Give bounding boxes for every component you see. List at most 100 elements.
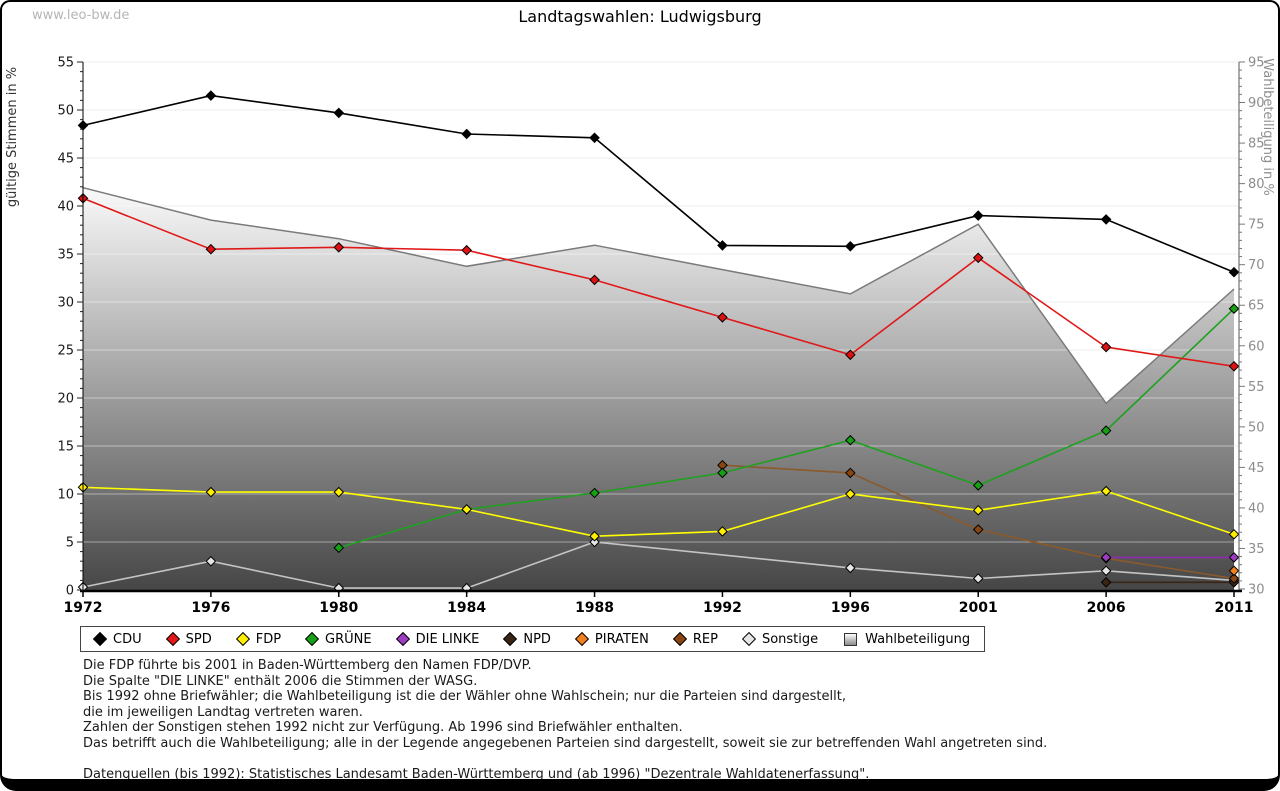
party-legend-marker (165, 631, 180, 647)
marker-Sonstige-1976 (205, 555, 217, 567)
marker-FDP-1988 (589, 530, 600, 542)
marker-DIE LINKE-2011 (1228, 552, 1240, 563)
marker-SPD-1984 (461, 244, 472, 256)
turnout-area (83, 187, 1234, 590)
x-tick-1972: 1972 (64, 600, 103, 616)
legend-label: Wahlbeteiligung (865, 631, 971, 647)
x-tick-1992: 1992 (703, 600, 742, 616)
svg-text:5: 5 (66, 536, 74, 551)
x-tick-1976: 1976 (191, 600, 230, 616)
x-tick-1984: 1984 (447, 600, 486, 616)
marker-REP-1996 (845, 467, 856, 479)
svg-text:55: 55 (57, 56, 74, 71)
svg-text:45: 45 (1248, 461, 1265, 476)
marker-GRÜNE-1988 (589, 487, 600, 499)
svg-text:10: 10 (57, 488, 74, 503)
marker-SPD-2006 (1100, 341, 1112, 353)
series-DIE LINKE (1100, 552, 1240, 563)
marker-CDU-1984 (461, 128, 472, 140)
legend-item-fdp: FDP (235, 632, 281, 647)
x-tick-2001: 2001 (959, 600, 998, 616)
legend-item-spd: SPD (165, 631, 212, 647)
marker-CDU-2011 (1228, 266, 1240, 278)
chart-legend: CDU SPD FDP GRÜNE DIE LINKE NPD PIRATEN REP Sons… (80, 626, 986, 652)
legend-item-npd: NPD (503, 631, 551, 647)
legend-label: SPD (185, 631, 212, 647)
party-legend-marker (741, 631, 757, 647)
x-tick-1988: 1988 (575, 600, 614, 616)
svg-text:50: 50 (1248, 420, 1265, 435)
y-axis-left-label: gültige Stimmen in % (5, 67, 20, 207)
marker-FDP-1992 (717, 526, 728, 537)
marker-FDP-1984 (461, 504, 472, 515)
svg-text:85: 85 (1248, 137, 1265, 152)
svg-text:35: 35 (57, 248, 74, 263)
legend-item-rep: REP (672, 631, 718, 647)
footnote-line: die im jeweiligen Landtag vertreten ware… (83, 704, 363, 720)
party-legend-marker (395, 631, 410, 647)
y-axis-right-label: Wahlbeteiligung in % (1260, 58, 1275, 195)
axes: 0 5 10 15 20 25 30 35 40 45 50 55 30 35 40 45 50 55 60 65 70… (5, 56, 1275, 617)
legend-item-piraten: PIRATEN (574, 631, 649, 647)
marker-FDP-2001 (972, 504, 984, 516)
svg-text:75: 75 (1248, 218, 1265, 233)
svg-text:60: 60 (1248, 339, 1265, 354)
svg-text:30: 30 (57, 296, 74, 311)
marker-GRÜNE-1992 (717, 467, 728, 479)
marker-SPD-2011 (1228, 360, 1240, 372)
marker-FDP-1996 (845, 488, 856, 500)
marker-Sonstige-2006 (1100, 565, 1112, 577)
marker-Sonstige-2001 (972, 573, 984, 584)
marker-SPD-1996 (845, 349, 856, 361)
svg-text:70: 70 (1248, 258, 1265, 273)
marker-CDU-2001 (972, 210, 984, 221)
legend-item-cdu: CDU (92, 631, 142, 647)
chart-footnotes: Die FDP führte bis 2001 in Baden-Württem… (83, 658, 1048, 782)
legend-label: DIE LINKE (415, 631, 480, 647)
svg-text:15: 15 (57, 440, 74, 455)
legend-item-die-linke: DIE LINKE (395, 631, 480, 647)
x-tick-1980: 1980 (319, 600, 358, 616)
legend-label: GRÜNE (325, 631, 372, 647)
legend-label: REP (692, 631, 718, 647)
party-legend-marker (92, 631, 108, 647)
svg-text:40: 40 (57, 200, 74, 215)
marker-GRÜNE-2001 (972, 480, 984, 491)
svg-text:40: 40 (1248, 501, 1265, 516)
marker-GRÜNE-1996 (845, 434, 856, 446)
legend-label: Sonstige (761, 631, 819, 647)
marker-SPD-1992 (717, 312, 728, 323)
legend-label: PIRATEN (594, 631, 649, 647)
footnote-line: Die FDP führte bis 2001 in Baden-Württem… (83, 658, 532, 673)
watermark: www.leo-bw.de (32, 8, 130, 23)
footnote-line: Das betrifft auch die Wahlbeteiligung; a… (83, 735, 1048, 751)
footnote-line: Die Spalte "DIE LINKE" enthält 2006 die … (83, 673, 478, 689)
marker-SPD-1976 (205, 243, 217, 255)
svg-text:65: 65 (1248, 299, 1265, 314)
marker-CDU-1976 (205, 90, 217, 101)
marker-REP-2011 (1228, 573, 1240, 584)
svg-text:45: 45 (57, 152, 74, 167)
party-legend-marker (503, 631, 518, 647)
marker-CDU-1996 (845, 240, 856, 252)
marker-SPD-1980 (333, 241, 345, 253)
series-PIRATEN (1228, 565, 1240, 577)
party-legend-marker (672, 631, 687, 647)
marker-PIRATEN-2011 (1228, 565, 1240, 577)
legend-item-wahlbeteiligung: Wahlbeteiligung (844, 632, 970, 647)
series-NPD (1100, 576, 1240, 588)
marker-SPD-1988 (589, 274, 600, 286)
footnote-line: Datenquellen (bis 1992): Statistisches L… (83, 766, 870, 782)
svg-text:30: 30 (1248, 583, 1265, 598)
marker-FDP-2011 (1228, 528, 1240, 540)
svg-text:35: 35 (1248, 542, 1265, 557)
svg-text:55: 55 (1248, 380, 1265, 395)
marker-SPD-2001 (972, 252, 984, 264)
svg-text:80: 80 (1248, 177, 1265, 192)
series-CDU (77, 90, 1240, 278)
marker-CDU-1980 (333, 107, 345, 119)
marker-FDP-1976 (205, 486, 217, 498)
x-tick-2011: 2011 (1215, 600, 1254, 616)
x-tick-1996: 1996 (831, 600, 870, 616)
